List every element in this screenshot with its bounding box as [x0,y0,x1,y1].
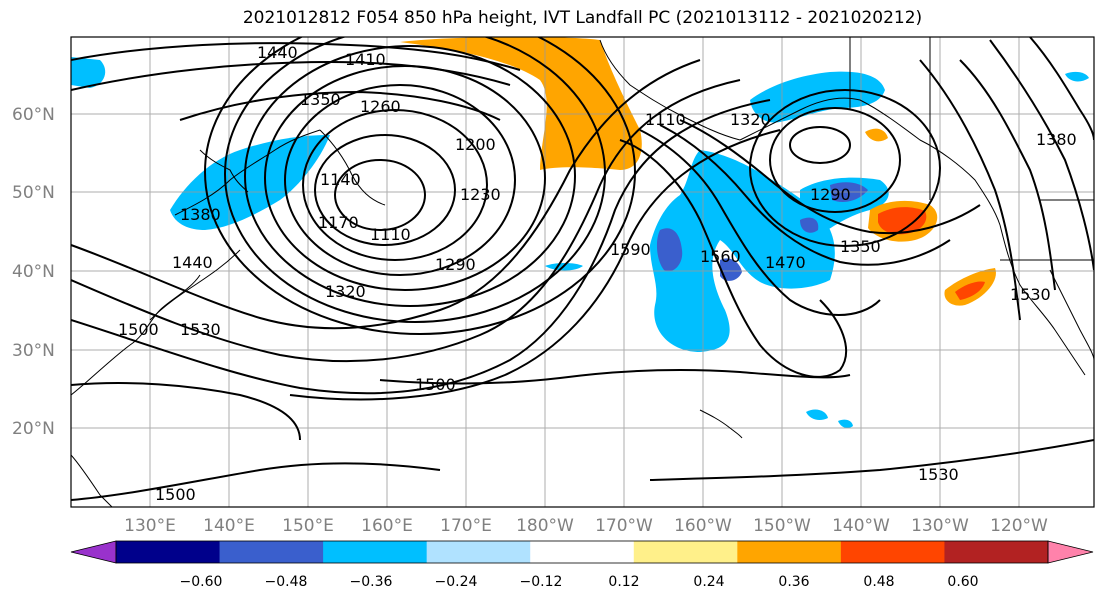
colorbar-segment [426,541,531,563]
contour-labels: 1440 1410 1350 1260 1200 1230 1290 1320 … [118,43,1077,504]
colorbar-segment [840,541,945,563]
colorbar-tick-label: 0.60 [947,574,978,590]
colorbar-min-extend [70,540,117,564]
lat-label: 30°N [12,341,55,361]
contour-label: 1470 [765,253,806,272]
colorbar-segment [530,541,635,563]
contour-label: 1500 [415,375,456,394]
lon-label: 130°E [124,516,176,536]
contour-label: 1110 [645,110,686,129]
colorbar-max-extend [1047,540,1094,564]
contour-label: 1590 [610,240,651,259]
colorbar-segment [737,541,842,563]
lat-label: 20°N [12,419,55,439]
colorbar-tick-label: 0.24 [693,574,724,590]
colorbar-segment [633,541,738,563]
lon-label: 140°E [203,516,255,536]
contour-label: 1140 [320,170,361,189]
contour-label: 1200 [455,135,496,154]
contour-label: 1230 [460,185,501,204]
colorbar-segment [323,541,428,563]
lon-label: 170°E [440,516,492,536]
contour-label: 1110 [370,225,411,244]
lon-label: 150°E [282,516,334,536]
contour-label: 1530 [180,320,221,339]
colorbar-tick-label: 0.36 [778,574,809,590]
lon-label: 160°E [361,516,413,536]
contour-label: 1350 [300,90,341,109]
colorbar-border [115,540,1049,564]
contour-label: 1350 [840,237,881,256]
height-contours [71,37,1094,501]
lat-label: 40°N [12,262,55,282]
lat-label: 50°N [12,183,55,203]
colorbar-tick-label: −0.36 [350,574,393,590]
colorbar-tick-label: −0.12 [520,574,563,590]
contour-label: 1500 [118,320,159,339]
map-border [70,36,1095,508]
contour-label: 1410 [345,50,386,69]
contour-label: 1380 [180,205,221,224]
colorbar-segment [944,541,1049,563]
contour-label: 1440 [257,43,298,62]
contour-label: 1530 [918,465,959,484]
colorbar-tick-label: 0.48 [863,574,894,590]
contour-label: 1530 [1010,285,1051,304]
colorbar-segments [70,540,1094,564]
contour-label: 1260 [360,97,401,116]
lon-label: 130°W [911,516,969,536]
contour-label: 1500 [155,485,196,504]
lon-label: 140°W [832,516,890,536]
lon-label: 160°W [674,516,732,536]
lon-label: 170°W [595,516,653,536]
contour-label: 1560 [700,247,741,266]
contour-label: 1290 [435,255,476,274]
contour-label: 1440 [172,253,213,272]
lat-label: 60°N [12,105,55,125]
colorbar-tick-label: −0.48 [265,574,308,590]
contour-label: 1170 [318,213,359,232]
colorbar-tick-label: −0.24 [435,574,478,590]
colorbar-segment [116,541,221,563]
colorbar-tick-label: −0.60 [180,574,223,590]
longitude-labels: 130°E 140°E 150°E 160°E 170°E 180°W 170°… [124,516,1048,536]
lon-label: 180°W [516,516,574,536]
colorbar-segment [219,541,324,563]
contour-label: 1290 [810,185,851,204]
colorbar-tick-label: 0.12 [608,574,639,590]
colorbar: −0.60 −0.48 −0.36 −0.24 −0.12 0.12 0.24 … [70,540,1094,590]
contour-label: 1320 [730,110,771,129]
contour-label: 1320 [325,282,366,301]
lon-label: 120°W [990,516,1048,536]
map-title: 2021012812 F054 850 hPa height, IVT Land… [242,8,923,28]
lon-label: 150°W [753,516,811,536]
contour-label: 1380 [1036,130,1077,149]
colorbar-ticks: −0.60 −0.48 −0.36 −0.24 −0.12 0.12 0.24 … [180,574,979,590]
latitude-labels: 60°N 50°N 40°N 30°N 20°N [12,105,55,439]
ivt-shading [71,37,1089,429]
